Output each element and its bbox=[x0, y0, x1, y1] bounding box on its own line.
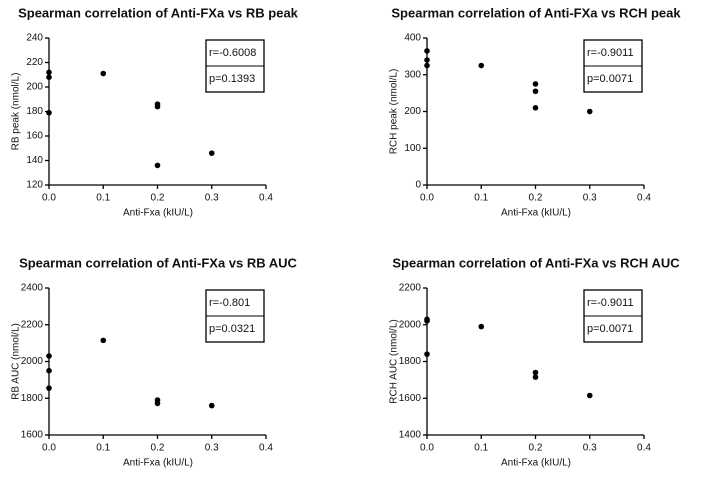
data-point bbox=[532, 369, 539, 376]
data-point bbox=[100, 337, 107, 344]
x-tick-label: 0.1 bbox=[96, 443, 110, 454]
data-point bbox=[424, 57, 430, 63]
data-point bbox=[478, 323, 485, 330]
data-point bbox=[424, 351, 430, 357]
x-tick-label: 0.0 bbox=[420, 193, 434, 204]
x-tick-label: 0.0 bbox=[42, 443, 56, 454]
x-axis-label: Anti-Fxa (kIU/L) bbox=[501, 458, 571, 469]
y-tick-label: 2000 bbox=[399, 319, 422, 330]
x-tick-label: 0.4 bbox=[637, 193, 651, 204]
x-tick-label: 0.4 bbox=[259, 193, 273, 204]
y-tick-label: 2200 bbox=[399, 283, 422, 294]
annotation: r=-0.9011 bbox=[587, 47, 634, 59]
y-tick-label: 1800 bbox=[21, 393, 44, 404]
y-tick-label: 2200 bbox=[21, 319, 44, 330]
x-tick-label: 0.3 bbox=[583, 443, 597, 454]
x-axis-label: Anti-Fxa (kIU/L) bbox=[123, 208, 193, 219]
y-axis-label: RCH AUC (nmol/L) bbox=[389, 319, 400, 403]
data-point bbox=[532, 374, 539, 380]
data-point bbox=[46, 109, 52, 116]
panel: Spearman correlation of Anti-FXa vs RCH … bbox=[389, 5, 682, 218]
y-tick-label: 1600 bbox=[21, 430, 44, 441]
x-tick-label: 0.4 bbox=[637, 443, 651, 454]
x-tick-label: 0.1 bbox=[474, 443, 488, 454]
annotation: p=0.0321 bbox=[209, 323, 255, 335]
data-point bbox=[154, 162, 161, 169]
chart-title: Spearman correlation of Anti-FXa vs RB A… bbox=[19, 255, 297, 270]
data-point bbox=[46, 385, 52, 391]
panel: Spearman correlation of Anti-FXa vs RCH … bbox=[389, 255, 681, 468]
y-tick-label: 140 bbox=[26, 155, 43, 166]
x-tick-label: 0.2 bbox=[151, 193, 165, 204]
annotation: r=-0.9011 bbox=[587, 297, 634, 309]
x-axis-label: Anti-Fxa (kIU/L) bbox=[501, 208, 571, 219]
data-point bbox=[208, 402, 215, 409]
data-point bbox=[478, 62, 485, 69]
x-tick-label: 0.1 bbox=[474, 193, 488, 204]
data-point bbox=[46, 69, 52, 76]
data-point bbox=[586, 392, 593, 399]
x-tick-label: 0.0 bbox=[420, 443, 434, 454]
annotation: p=0.1393 bbox=[209, 73, 255, 85]
data-point bbox=[424, 48, 430, 54]
chart-title: Spearman correlation of Anti-FXa vs RB p… bbox=[18, 5, 299, 20]
chart-title: Spearman correlation of Anti-FXa vs RCH … bbox=[392, 255, 680, 270]
data-point bbox=[532, 105, 539, 111]
data-point bbox=[208, 150, 215, 156]
y-axis-label: RB AUC (nmol/L) bbox=[11, 323, 22, 400]
x-tick-label: 0.2 bbox=[151, 443, 165, 454]
data-point bbox=[154, 400, 161, 407]
y-tick-label: 200 bbox=[26, 82, 43, 93]
data-point bbox=[46, 74, 52, 80]
data-point bbox=[46, 367, 52, 374]
y-tick-label: 2400 bbox=[21, 283, 44, 294]
y-axis-label: RCH peak (nmol/L) bbox=[389, 69, 400, 155]
x-tick-label: 0.0 bbox=[42, 193, 56, 204]
annotation: p=0.0071 bbox=[587, 323, 633, 335]
x-axis-label: Anti-Fxa (kIU/L) bbox=[123, 458, 193, 469]
x-tick-label: 0.2 bbox=[529, 193, 543, 204]
y-tick-label: 400 bbox=[404, 33, 421, 44]
x-tick-label: 0.3 bbox=[583, 193, 597, 204]
chart-title: Spearman correlation of Anti-FXa vs RCH … bbox=[391, 5, 681, 20]
data-point bbox=[586, 108, 593, 115]
data-point bbox=[532, 81, 539, 87]
data-point bbox=[100, 70, 107, 77]
x-tick-label: 0.2 bbox=[529, 443, 543, 454]
annotation: r=-0.6008 bbox=[209, 47, 256, 59]
y-tick-label: 2000 bbox=[21, 356, 44, 367]
data-point bbox=[424, 318, 430, 324]
annotation: p=0.0071 bbox=[587, 73, 633, 85]
y-tick-label: 200 bbox=[404, 106, 421, 117]
panel: Spearman correlation of Anti-FXa vs RB A… bbox=[11, 255, 298, 468]
panel: Spearman correlation of Anti-FXa vs RB p… bbox=[11, 5, 299, 218]
annotation: r=-0.801 bbox=[209, 297, 250, 309]
y-tick-label: 220 bbox=[26, 57, 43, 68]
y-tick-label: 180 bbox=[26, 106, 43, 117]
x-tick-label: 0.3 bbox=[205, 193, 219, 204]
x-tick-label: 0.4 bbox=[259, 443, 273, 454]
data-point bbox=[532, 88, 539, 95]
y-tick-label: 0 bbox=[415, 180, 421, 191]
y-tick-label: 240 bbox=[26, 33, 43, 44]
y-tick-label: 1600 bbox=[399, 393, 422, 404]
y-tick-label: 1800 bbox=[399, 356, 422, 367]
x-tick-label: 0.1 bbox=[96, 193, 110, 204]
y-axis-label: RB peak (nmol/L) bbox=[11, 73, 22, 151]
y-tick-label: 100 bbox=[404, 143, 421, 154]
x-tick-label: 0.3 bbox=[205, 443, 219, 454]
y-tick-label: 160 bbox=[26, 131, 43, 142]
y-tick-label: 120 bbox=[26, 180, 43, 191]
data-point bbox=[46, 353, 52, 359]
data-point bbox=[154, 103, 161, 110]
y-tick-label: 300 bbox=[404, 69, 421, 80]
data-point bbox=[424, 62, 430, 69]
y-tick-label: 1400 bbox=[399, 430, 422, 441]
